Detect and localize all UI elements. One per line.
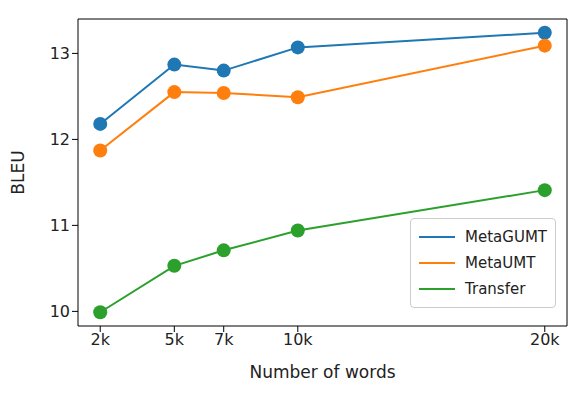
svg-text:20k: 20k <box>530 330 560 349</box>
svg-text:5k: 5k <box>165 330 185 349</box>
svg-text:10: 10 <box>50 302 70 321</box>
svg-text:7k: 7k <box>214 330 234 349</box>
svg-text:Number of words: Number of words <box>249 362 395 382</box>
svg-text:13: 13 <box>50 44 70 63</box>
svg-text:BLEU: BLEU <box>8 150 28 194</box>
svg-text:2k: 2k <box>91 330 111 349</box>
html-text:MetaGUMT: MetaGUMT <box>465 228 547 246</box>
html-text:MetaUMT: MetaUMT <box>465 254 536 272</box>
svg-text:10k: 10k <box>283 330 313 349</box>
html-text:Transfer: Transfer <box>465 280 526 298</box>
svg-text:11: 11 <box>50 216 70 235</box>
svg-text:12: 12 <box>50 130 70 149</box>
